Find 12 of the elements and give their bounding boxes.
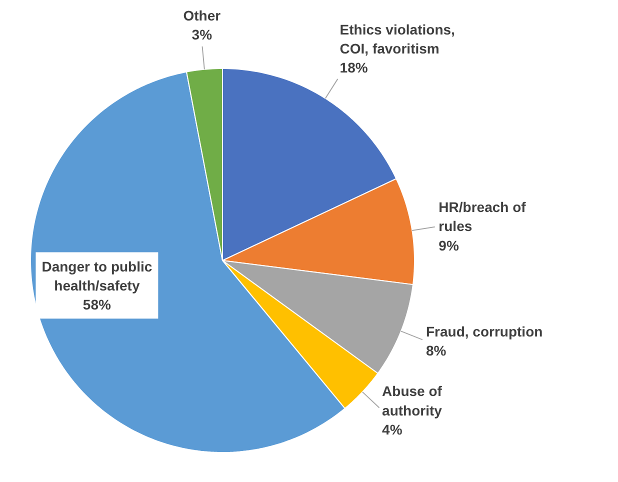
slice-label: Fraud, corruption — [426, 323, 543, 340]
slice-label: HR/breach of rules — [438, 199, 526, 234]
data-label: 58% — [82, 296, 112, 313]
slice-label: Abuse of authority — [382, 383, 442, 418]
slice-label: Other — [183, 7, 222, 24]
slice-label: Ethics violations, COI, favoritism — [340, 21, 455, 56]
slice-label: Danger to public health/safety — [42, 258, 152, 294]
data-label: 3% — [192, 26, 213, 43]
data-label: 8% — [426, 342, 447, 359]
data-label: 4% — [382, 422, 403, 438]
data-label: 9% — [438, 237, 460, 254]
data-label: 18% — [340, 60, 368, 76]
